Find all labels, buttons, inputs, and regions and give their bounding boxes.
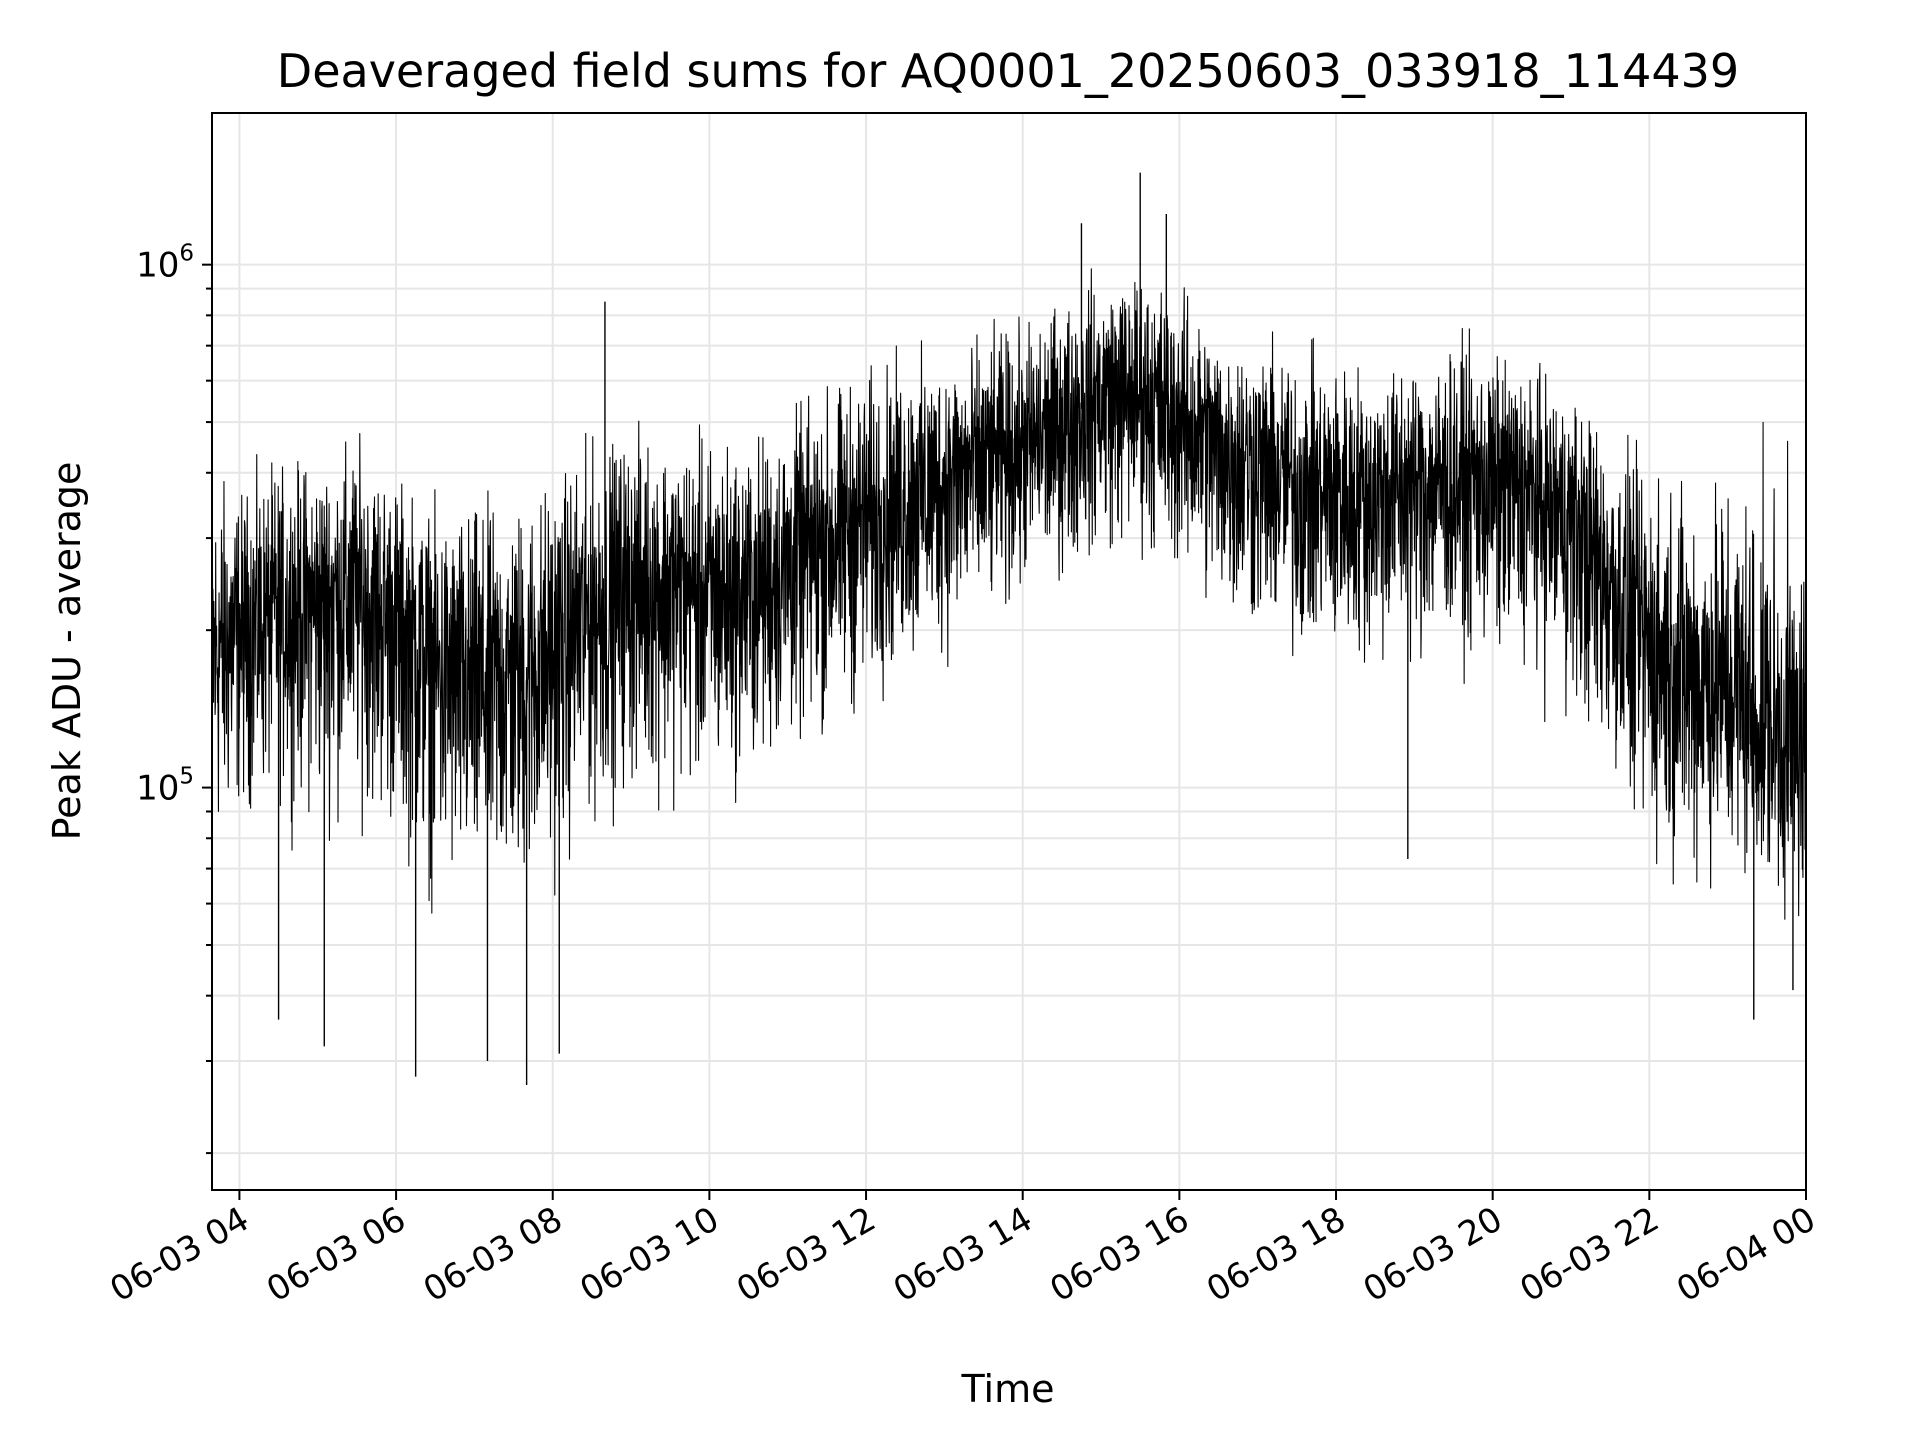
- y-tick-exponent: 5: [179, 764, 194, 790]
- y-tick-base: 10: [136, 246, 179, 286]
- y-tick-exponent: 6: [179, 241, 194, 267]
- y-tick-label: 105: [136, 764, 194, 809]
- series-layer: [211, 172, 1807, 1085]
- y-axis-label: Peak ADU - average: [45, 462, 89, 841]
- plot-frame: [211, 112, 1807, 1191]
- chart-title: Deaveraged field sums for AQ0001_2025060…: [277, 44, 1739, 98]
- y-tick-base: 10: [136, 769, 179, 809]
- y-tick-label: 106: [136, 241, 194, 286]
- series-line: [211, 268, 1807, 920]
- x-axis-label: Time: [961, 1367, 1055, 1411]
